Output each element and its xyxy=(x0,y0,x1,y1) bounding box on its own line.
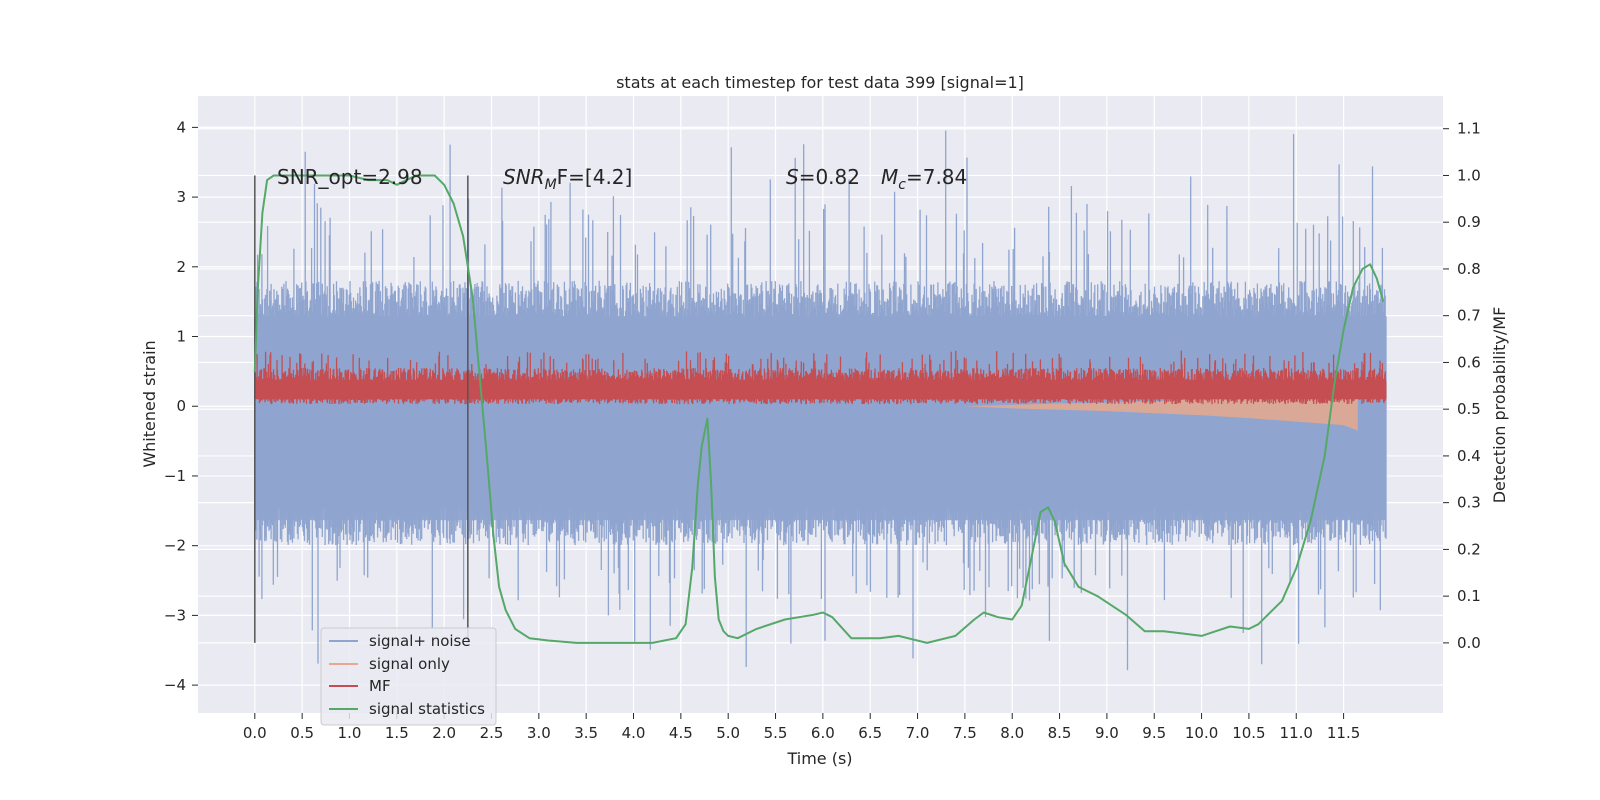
legend-label-signal-only: signal only xyxy=(369,655,450,673)
y2-tick-label: 0.0 xyxy=(1457,634,1481,652)
x-tick-label: 6.0 xyxy=(811,724,835,742)
x-tick-label: 9.0 xyxy=(1095,724,1119,742)
x-tick-label: 10.0 xyxy=(1185,724,1218,742)
y-tick-label: 2 xyxy=(176,258,186,276)
y2-tick-label: 1.1 xyxy=(1457,120,1481,138)
y2-ticks: 1.1 1.0 0.9 0.8 0.7 0.6 0.5 0.4 0.3 0.2 0.1 0.0 xyxy=(1443,120,1481,652)
annotation-mc: Mc=7.84 xyxy=(881,165,967,193)
y-tick-label: −3 xyxy=(164,606,186,624)
x-tick-label: 1.0 xyxy=(338,724,362,742)
y-tick-label: 4 xyxy=(176,118,186,136)
x-tick-label: 4.0 xyxy=(622,724,646,742)
annotation-mc-rest: =7.84 xyxy=(906,165,967,189)
annotation-snr-mf-sub: M xyxy=(545,177,557,193)
x-tick-label: 3.5 xyxy=(574,724,598,742)
y-ticks: 4 3 2 1 0 −1 −2 −3 −4 xyxy=(164,118,198,694)
y-tick-label: 0 xyxy=(176,397,186,415)
annotation-snr-opt: SNR_opt=2.98 xyxy=(277,165,423,189)
x-tick-label: 7.5 xyxy=(953,724,977,742)
x-tick-label: 5.5 xyxy=(764,724,788,742)
annotation-snr-mf-rest: F=[4.2] xyxy=(557,165,633,189)
y2-tick-label: 0.3 xyxy=(1457,494,1481,512)
signal-noise-series xyxy=(254,130,1387,671)
y-tick-label: −2 xyxy=(164,537,186,555)
y2-tick-label: 0.5 xyxy=(1457,400,1481,418)
x-ticks: 0.0 0.5 1.0 1.5 2.0 2.5 3.0 3.5 4.0 4.5 5.0 5.5 6.0 6… xyxy=(243,713,1360,742)
chart-title: stats at each timestep for test data 399… xyxy=(616,73,1024,92)
y-axis-label: Whitened strain xyxy=(140,340,159,467)
legend-label-signal-statistics: signal statistics xyxy=(369,700,485,718)
annotation-s-rest: =0.82 xyxy=(799,165,860,189)
vertical-markers xyxy=(254,175,469,643)
x-tick-label: 10.5 xyxy=(1232,724,1265,742)
y-tick-label: −1 xyxy=(164,467,186,485)
y2-tick-label: 0.1 xyxy=(1457,587,1481,605)
y2-tick-label: 0.4 xyxy=(1457,447,1481,465)
x-tick-label: 8.5 xyxy=(1048,724,1072,742)
x-tick-label: 3.0 xyxy=(527,724,551,742)
x-tick-label: 11.0 xyxy=(1280,724,1313,742)
y-tick-label: 3 xyxy=(176,188,186,206)
y-tick-label: −4 xyxy=(164,676,186,694)
x-tick-label: 11.5 xyxy=(1327,724,1360,742)
x-axis-label: Time (s) xyxy=(786,749,852,768)
y2-tick-label: 0.6 xyxy=(1457,353,1481,371)
annotation-s-var: S xyxy=(786,165,799,189)
signal-statistics-line xyxy=(253,174,1385,644)
legend-label-mf: MF xyxy=(369,677,391,695)
annotation-mc-var: M xyxy=(881,165,898,189)
x-tick-label: 5.0 xyxy=(716,724,740,742)
y2-tick-label: 0.2 xyxy=(1457,540,1481,558)
x-tick-label: 9.5 xyxy=(1142,724,1166,742)
x-tick-label: 8.0 xyxy=(1000,724,1024,742)
annotation-mc-sub: c xyxy=(898,177,906,193)
annotation-snr-mf-var: SNR xyxy=(503,165,545,189)
y-tick-label: 1 xyxy=(176,328,186,346)
legend-box xyxy=(320,627,497,726)
x-tick-label: 2.5 xyxy=(480,724,504,742)
annotation-snr-mf: SNRMF=[4.2] xyxy=(503,165,632,193)
y2-tick-label: 0.8 xyxy=(1457,260,1481,278)
legend-label-signal-noise: signal+ noise xyxy=(369,632,471,650)
signal-statistics-series xyxy=(253,174,1385,644)
y2-tick-label: 0.7 xyxy=(1457,307,1481,325)
x-tick-label: 0.5 xyxy=(290,724,314,742)
x-tick-label: 7.0 xyxy=(906,724,930,742)
legend: signal+ noise signal only MF signal stat… xyxy=(320,627,497,726)
x-tick-label: 4.5 xyxy=(669,724,693,742)
y2-tick-label: 1.0 xyxy=(1457,166,1481,184)
x-tick-label: 6.5 xyxy=(858,724,882,742)
x-tick-label: 1.5 xyxy=(385,724,409,742)
x-tick-label: 2.0 xyxy=(432,724,456,742)
annotation-s: S=0.82 xyxy=(786,165,860,189)
y2-tick-label: 0.9 xyxy=(1457,213,1481,231)
y2-axis-label: Detection probability/MF xyxy=(1490,307,1509,504)
x-tick-label: 0.0 xyxy=(243,724,267,742)
